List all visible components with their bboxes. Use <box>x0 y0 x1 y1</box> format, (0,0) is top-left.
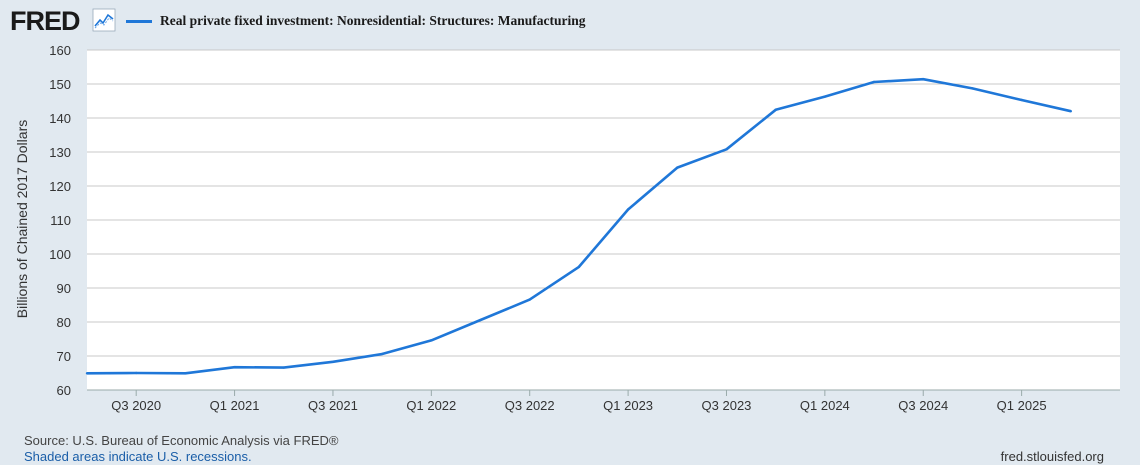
legend: Real private fixed investment: Nonreside… <box>126 13 585 29</box>
data-point[interactable] <box>528 298 531 301</box>
fred-logo[interactable]: FRED <box>10 6 80 36</box>
y-tick-label: 120 <box>49 179 71 194</box>
legend-label: Real private fixed investment: Nonreside… <box>160 13 586 28</box>
data-point[interactable] <box>725 148 728 151</box>
y-tick-label: 130 <box>49 145 71 160</box>
x-tick-label: Q1 2025 <box>997 398 1047 413</box>
source-note: Source: U.S. Bureau of Economic Analysis… <box>24 433 339 448</box>
data-point[interactable] <box>676 166 679 169</box>
data-point[interactable] <box>971 87 974 90</box>
x-tick-label: Q3 2020 <box>111 398 161 413</box>
y-tick-label: 160 <box>49 43 71 58</box>
x-tick-label: Q1 2023 <box>603 398 653 413</box>
x-tick-label: Q3 2024 <box>898 398 948 413</box>
y-tick-label: 80 <box>57 315 71 330</box>
data-point[interactable] <box>134 371 138 375</box>
y-tick-label: 60 <box>57 383 71 398</box>
site-link[interactable]: fred.stlouisfed.org <box>1000 449 1104 464</box>
y-tick-label: 110 <box>50 213 71 228</box>
data-point[interactable] <box>184 372 187 375</box>
data-point[interactable] <box>331 360 335 363</box>
data-point[interactable] <box>85 372 89 375</box>
trend-line-icon <box>92 8 116 32</box>
data-point[interactable] <box>233 366 236 369</box>
y-tick-label: 140 <box>49 111 71 126</box>
x-tick-label: Q1 2022 <box>406 398 456 413</box>
series-group <box>85 77 1073 375</box>
data-point[interactable] <box>872 80 876 84</box>
y-tick-label: 70 <box>57 349 71 364</box>
x-tick-label: Q1 2024 <box>800 398 850 413</box>
x-tick-label: Q1 2021 <box>210 398 260 413</box>
y-axis-label: Billions of Chained 2017 Dollars <box>14 120 30 318</box>
data-point[interactable] <box>823 95 827 98</box>
x-tick-label: Q3 2022 <box>505 398 555 413</box>
data-point[interactable] <box>922 78 925 81</box>
data-point[interactable] <box>1020 98 1023 102</box>
data-point[interactable] <box>430 339 433 342</box>
x-tick-label: Q3 2023 <box>702 398 752 413</box>
y-tick-label: 90 <box>57 281 71 296</box>
x-tick-label: Q3 2021 <box>308 398 358 413</box>
data-point[interactable] <box>774 108 777 112</box>
data-point[interactable] <box>1069 110 1073 113</box>
data-point[interactable] <box>626 208 630 211</box>
line-chart: 60 70 80 90 100 110 120 130 140 150 160 Q3 2020 Q1 … <box>14 43 1120 413</box>
y-axis-ticks: 60 70 80 90 100 110 120 130 140 150 160 <box>49 43 71 398</box>
data-point[interactable] <box>577 265 581 269</box>
chart-header: FRED Real private fixed investment: Nonr… <box>8 4 1128 38</box>
recession-note[interactable]: Shaded areas indicate U.S. recessions. <box>24 449 252 464</box>
data-point[interactable] <box>380 352 384 356</box>
data-point[interactable] <box>282 366 285 369</box>
y-tick-label: 100 <box>49 247 71 262</box>
legend-swatch <box>126 19 152 23</box>
y-tick-label: 150 <box>49 77 71 92</box>
data-point[interactable] <box>479 318 482 322</box>
x-axis-ticks: Q3 2020 Q1 2021 Q3 2021 Q1 2022 Q3 2022 Q1 20… <box>111 390 1047 413</box>
